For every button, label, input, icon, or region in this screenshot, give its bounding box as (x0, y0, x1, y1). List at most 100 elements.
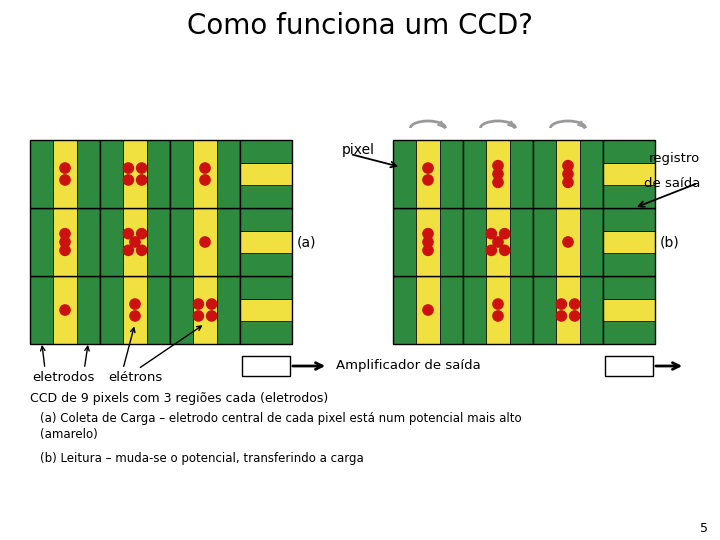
Bar (393, 140, 416, 208)
Bar (440, 276, 463, 344)
Circle shape (193, 299, 204, 309)
Bar (603, 231, 655, 253)
Circle shape (423, 237, 433, 247)
Bar (53, 140, 76, 208)
Bar (580, 140, 603, 208)
Bar (240, 299, 292, 321)
Circle shape (207, 299, 217, 309)
Bar (463, 140, 533, 208)
Bar (240, 163, 292, 185)
Bar (100, 276, 123, 344)
Bar (603, 140, 655, 208)
Bar (533, 140, 557, 208)
Bar (194, 140, 217, 208)
Text: eletrodos: eletrodos (32, 371, 94, 384)
Circle shape (563, 177, 573, 187)
Bar (533, 276, 603, 344)
Bar (30, 276, 53, 344)
Circle shape (200, 237, 210, 247)
Bar (463, 276, 486, 344)
Circle shape (130, 237, 140, 247)
Text: (b) Leitura – muda-se o potencial, transferindo a carga: (b) Leitura – muda-se o potencial, trans… (40, 452, 364, 465)
Bar (463, 208, 533, 276)
Bar (147, 276, 170, 344)
Circle shape (500, 245, 510, 255)
Bar (53, 276, 76, 344)
Bar (170, 276, 194, 344)
Text: pixel: pixel (342, 143, 375, 157)
Bar (603, 185, 655, 208)
Bar (170, 140, 240, 208)
Bar (217, 140, 240, 208)
Bar (240, 321, 292, 344)
Bar (440, 140, 463, 208)
Bar (603, 321, 655, 344)
Circle shape (123, 175, 133, 185)
Circle shape (493, 169, 503, 179)
Bar (30, 208, 53, 276)
Circle shape (493, 311, 503, 321)
Bar (240, 208, 292, 231)
Circle shape (207, 311, 217, 321)
Bar (603, 208, 655, 276)
Bar (170, 140, 194, 208)
Bar (580, 208, 603, 276)
Bar (603, 253, 655, 276)
Bar (440, 208, 463, 276)
Bar (76, 140, 100, 208)
Bar (533, 208, 603, 276)
Bar (123, 276, 147, 344)
Circle shape (137, 175, 147, 185)
Circle shape (130, 311, 140, 321)
Circle shape (500, 228, 510, 239)
Circle shape (423, 163, 433, 173)
Bar (147, 140, 170, 208)
Bar (240, 140, 292, 163)
Bar (416, 140, 440, 208)
Bar (580, 276, 603, 344)
Circle shape (60, 163, 70, 173)
Text: registro: registro (649, 152, 700, 165)
Bar (486, 276, 510, 344)
Circle shape (137, 245, 147, 255)
Bar (533, 208, 557, 276)
Bar (240, 208, 292, 276)
Bar (510, 208, 533, 276)
Bar (100, 208, 123, 276)
Circle shape (486, 228, 497, 239)
Bar (603, 208, 655, 231)
Circle shape (563, 169, 573, 179)
Bar (242, 356, 290, 376)
Bar (393, 276, 416, 344)
Bar (170, 276, 240, 344)
Bar (217, 208, 240, 276)
Circle shape (557, 311, 567, 321)
Text: (b): (b) (660, 235, 680, 249)
Bar (557, 276, 580, 344)
Bar (603, 140, 655, 163)
Bar (533, 140, 603, 208)
Text: (a): (a) (297, 235, 317, 249)
Circle shape (570, 311, 580, 321)
Text: elétrons: elétrons (108, 371, 162, 384)
Bar (240, 253, 292, 276)
Bar (463, 276, 533, 344)
Bar (123, 140, 147, 208)
Bar (603, 276, 655, 344)
Text: CCD de 9 pixels com 3 regiões cada (eletrodos): CCD de 9 pixels com 3 regiões cada (elet… (30, 392, 328, 405)
Bar (240, 276, 292, 299)
Bar (240, 276, 292, 344)
Text: (amarelo): (amarelo) (40, 428, 98, 441)
Bar (463, 208, 486, 276)
Circle shape (557, 299, 567, 309)
Circle shape (493, 177, 503, 187)
Bar (194, 208, 217, 276)
Circle shape (423, 175, 433, 185)
Bar (605, 356, 653, 376)
Bar (76, 208, 100, 276)
Bar (30, 208, 100, 276)
Bar (557, 208, 580, 276)
Circle shape (60, 228, 70, 239)
Bar (557, 140, 580, 208)
Bar (240, 140, 292, 208)
